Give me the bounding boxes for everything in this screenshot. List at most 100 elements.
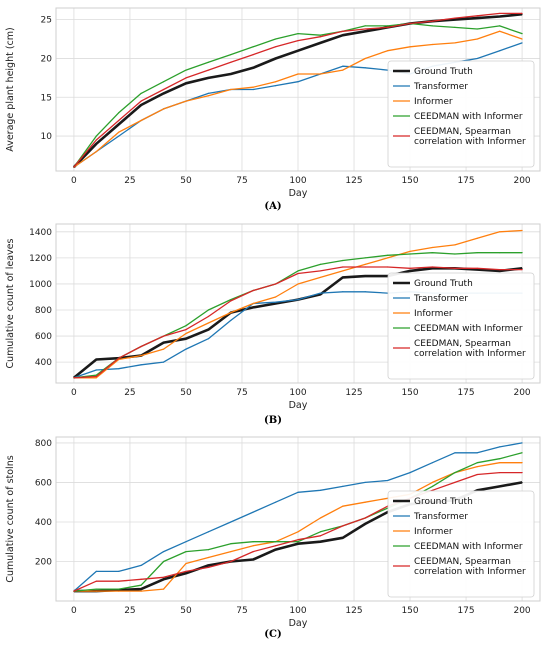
data-point-ceedman xyxy=(521,452,523,454)
data-point-ceedman-spearman xyxy=(387,26,389,29)
data-point-ceedman-spearman xyxy=(118,119,120,122)
data-point-ceedman xyxy=(185,551,187,553)
data-point-informer xyxy=(140,119,142,122)
data-point-informer xyxy=(342,69,344,71)
x-tick-label: 25 xyxy=(124,388,135,398)
data-point-informer xyxy=(409,46,411,48)
x-tick-label: 75 xyxy=(236,388,247,398)
data-point-ceedman xyxy=(297,270,299,272)
data-point-informer xyxy=(521,38,523,40)
data-point-ground-truth xyxy=(252,67,254,69)
data-point-ceedman xyxy=(297,541,299,543)
legend-label: CEEDMAN, Spearman correlation with Inform… xyxy=(414,339,526,359)
data-point-informer xyxy=(95,590,97,592)
data-point-ceedman-spearman xyxy=(319,36,322,38)
data-point-transformer xyxy=(95,570,97,572)
data-point-ceedman xyxy=(476,252,478,254)
data-point-ceedman-spearman xyxy=(207,69,209,71)
data-point-transformer xyxy=(476,57,478,60)
data-point-ceedman-spearman xyxy=(431,20,434,22)
data-point-ground-truth xyxy=(521,481,523,484)
y-tick-label: 1400 xyxy=(29,228,52,238)
data-point-informer xyxy=(499,462,501,464)
data-point-transformer xyxy=(185,541,187,543)
data-point-transformer xyxy=(207,92,209,94)
data-point-ceedman-spearman xyxy=(207,315,209,318)
data-point-informer xyxy=(364,263,366,266)
data-point-informer xyxy=(319,276,322,279)
data-point-transformer xyxy=(319,292,322,294)
data-point-ground-truth xyxy=(342,537,344,539)
data-point-ceedman xyxy=(319,34,322,36)
data-point-ceedman xyxy=(118,112,120,114)
data-point-informer xyxy=(274,81,277,83)
data-point-informer xyxy=(297,73,299,75)
data-point-ceedman xyxy=(118,588,120,590)
data-point-informer xyxy=(364,501,366,503)
data-point-ceedman xyxy=(252,46,254,48)
y-tick-label: 200 xyxy=(35,557,52,567)
data-point-ceedman xyxy=(230,543,232,545)
legend-label: CEEDMAN with Informer xyxy=(414,324,523,334)
data-point-informer xyxy=(274,296,277,298)
data-point-ceedman xyxy=(207,309,209,311)
x-tick-label: 25 xyxy=(124,176,135,186)
data-point-informer xyxy=(162,348,165,350)
data-point-ceedman xyxy=(476,462,478,464)
data-point-ground-truth xyxy=(499,15,501,18)
data-point-ceedman-spearman xyxy=(297,40,299,42)
data-point-informer xyxy=(387,50,389,52)
data-point-informer xyxy=(342,505,344,507)
data-point-informer xyxy=(185,562,187,565)
y-tick-label: 800 xyxy=(35,306,52,316)
data-point-ceedman-spearman xyxy=(297,539,299,541)
legend-label: Ground Truth xyxy=(414,279,473,289)
data-point-ground-truth xyxy=(476,17,478,19)
data-point-ground-truth xyxy=(95,358,97,361)
data-point-ground-truth xyxy=(297,543,299,545)
data-point-informer xyxy=(185,100,187,102)
data-point-ceedman xyxy=(409,253,411,255)
data-point-ceedman xyxy=(499,25,501,27)
data-point-ceedman xyxy=(162,560,165,563)
data-point-transformer xyxy=(364,291,366,293)
data-point-ceedman xyxy=(499,458,501,460)
data-point-informer xyxy=(409,250,411,252)
data-point-informer xyxy=(185,332,187,335)
legend: Ground Truth Transformer Informer CEEDMAN w… xyxy=(387,490,535,598)
data-point-ground-truth xyxy=(252,558,254,561)
chart-panel-1: 0 25 50 75 100 125 150 175 200 10 15 20 25 Day Average… xyxy=(5,7,541,212)
data-point-ground-truth xyxy=(409,270,411,272)
data-point-informer xyxy=(499,231,501,233)
data-point-ground-truth xyxy=(499,270,501,272)
legend-box xyxy=(387,60,535,168)
data-point-transformer xyxy=(118,570,120,572)
data-point-transformer xyxy=(297,298,299,301)
data-point-informer xyxy=(431,43,434,46)
data-point-informer xyxy=(118,131,120,133)
data-point-informer xyxy=(118,590,120,592)
data-point-transformer xyxy=(319,489,322,491)
data-point-ceedman xyxy=(454,253,456,255)
data-point-ceedman-spearman xyxy=(140,100,142,102)
data-point-ceedman-spearman xyxy=(342,525,344,527)
x-tick-label: 200 xyxy=(513,606,530,616)
data-point-ceedman xyxy=(342,259,344,262)
data-point-ceedman-spearman xyxy=(185,328,187,331)
data-point-ground-truth xyxy=(274,549,277,551)
data-point-transformer xyxy=(342,65,344,67)
data-point-informer xyxy=(319,73,322,75)
legend-label: Transformer xyxy=(413,294,468,304)
x-tick-label: 75 xyxy=(236,606,247,616)
data-point-informer xyxy=(252,86,254,88)
y-axis-label: Cumulative count of stolns xyxy=(5,455,16,582)
data-point-ground-truth xyxy=(499,485,501,487)
data-point-transformer xyxy=(364,67,366,69)
x-tick-label: 200 xyxy=(513,388,530,398)
x-tick-label: 50 xyxy=(180,388,192,398)
data-point-transformer xyxy=(454,452,456,454)
data-point-informer xyxy=(230,551,232,553)
data-point-ceedman-spearman xyxy=(252,289,254,292)
data-point-ceedman xyxy=(431,25,434,27)
data-point-ceedman xyxy=(230,53,232,56)
